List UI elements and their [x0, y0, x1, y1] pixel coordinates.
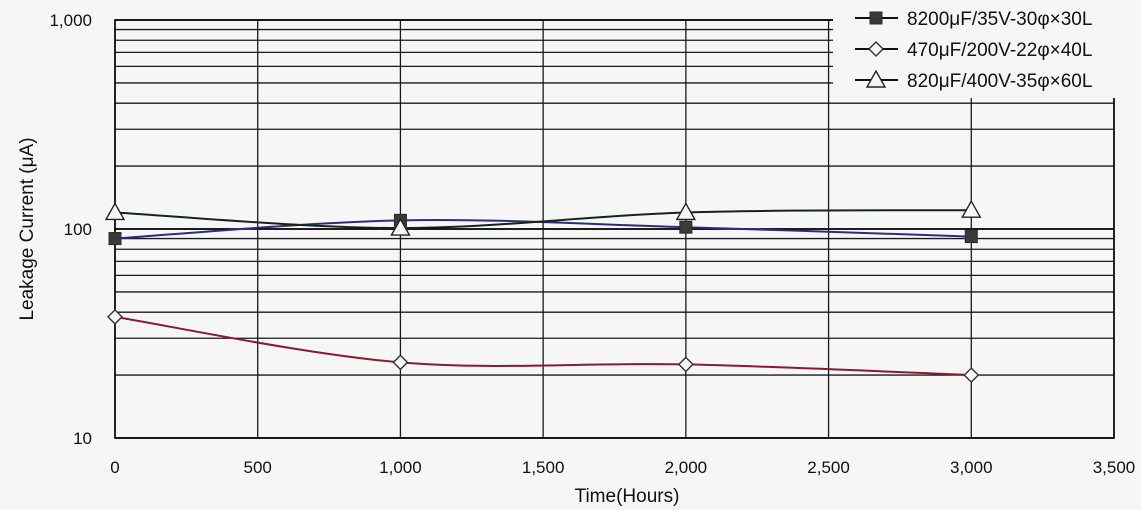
square-marker	[869, 11, 883, 25]
plot-frame	[114, 19, 1115, 439]
diamond-marker	[107, 308, 123, 325]
legend-item: 470μF/200V-22φ×40L	[855, 40, 1092, 61]
series-lines	[104, 199, 982, 384]
triangle-marker	[390, 217, 411, 236]
diamond-marker	[963, 367, 980, 384]
diamond-marker	[868, 41, 884, 57]
x-tick-label: 0	[110, 458, 119, 477]
triangle-marker	[961, 199, 982, 218]
x-tick-label: 500	[244, 458, 272, 477]
diamond-marker	[677, 356, 694, 373]
tick-labels: 0 500 1,000 1,500 2,000 2,500 3,000 3,500 10 100 1…	[49, 11, 1135, 477]
diamond-marker	[392, 354, 409, 371]
y-tick-label: 10	[73, 429, 92, 448]
x-tick-label: 2,500	[807, 458, 850, 477]
x-tick-label: 3,000	[950, 458, 993, 477]
series-2	[107, 308, 980, 384]
series-line	[114, 315, 972, 377]
x-tick-label: 3,500	[1093, 458, 1136, 477]
legend: 8200μF/35V-30φ×30L 470μF/200V-22φ×40L 820μ…	[833, 6, 1133, 98]
legend-item: 8200μF/35V-30φ×30L	[855, 9, 1092, 30]
y-axis-title: Leakage Current (μA)	[17, 137, 38, 320]
x-axis-title: Time(Hours)	[575, 486, 680, 507]
x-tick-label: 1,500	[522, 458, 565, 477]
legend-label: 820μF/400V-35φ×60L	[907, 71, 1092, 92]
x-tick-label: 1,000	[379, 458, 422, 477]
triangle-marker	[675, 202, 697, 221]
series-line	[114, 209, 972, 230]
legend-item: 820μF/400V-35φ×60L	[855, 69, 1092, 92]
square-marker	[108, 232, 122, 246]
triangle-marker	[104, 202, 126, 221]
y-tick-label: 100	[64, 220, 92, 239]
legend-label: 470μF/200V-22φ×40L	[907, 40, 1092, 61]
series-3	[104, 199, 982, 236]
triangle-marker	[865, 69, 887, 88]
y-tick-label: 1,000	[49, 11, 92, 30]
x-tick-label: 2,000	[665, 458, 708, 477]
square-marker	[679, 220, 693, 234]
square-marker	[964, 230, 978, 244]
legend-label: 8200μF/35V-30φ×30L	[907, 9, 1092, 30]
